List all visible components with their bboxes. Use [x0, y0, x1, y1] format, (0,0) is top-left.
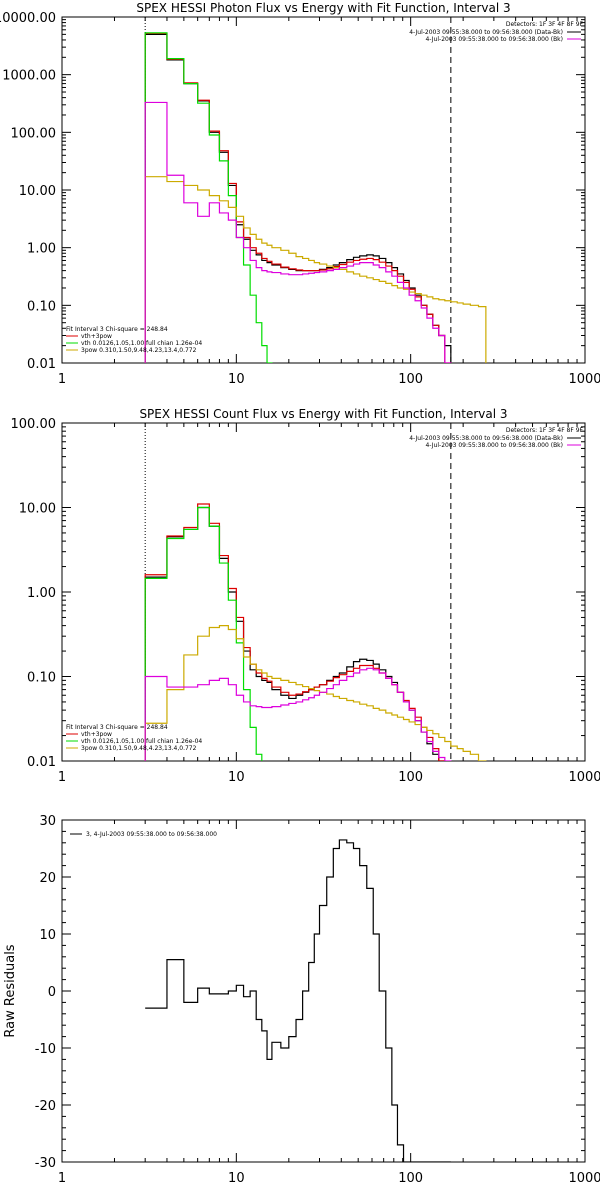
x-tick-label: 1	[58, 1171, 66, 1186]
y-tick-label: 1.00	[27, 586, 56, 601]
x-tick-label: 1000	[568, 770, 600, 785]
y-tick-label: 10.00	[19, 502, 56, 517]
y-tick-label: 0.01	[27, 755, 56, 770]
y-tick-label: 10	[39, 928, 56, 943]
fit-legend-label: 3pow 0.310,1.50,9.48,4.23,13.4,0.772	[81, 347, 197, 354]
fit-legend-header: Fit Interval 3 Chi-square = 248.84	[66, 724, 168, 731]
chart-title: SPEX HESSI Count Flux vs Energy with Fit…	[139, 407, 507, 421]
time-interval-label: 4-Jul-2003 09:55:38.000 to 09:56:38.000 …	[425, 36, 563, 43]
chart-1: SPEX HESSI Photon Flux vs Energy with Fi…	[0, 1, 600, 387]
series-bk	[144, 101, 452, 363]
x-tick-label: 10	[228, 770, 245, 785]
series-group	[144, 32, 487, 363]
plot-frame	[61, 819, 586, 1163]
y-tick-label: 0.10	[27, 671, 56, 686]
residual-legend-label: 3, 4-Jul-2003 09:55:38.000 to 09:56:38.0…	[86, 831, 217, 838]
y-tick-label: 10.00	[19, 184, 56, 199]
series-vth	[144, 32, 273, 363]
series-vth-3pow	[144, 32, 452, 363]
series-bk	[144, 667, 452, 761]
y-tick-label: -20	[35, 1099, 56, 1114]
x-tick-label: 10	[228, 1171, 245, 1186]
series-group	[144, 503, 487, 761]
series-group	[145, 839, 451, 1162]
y-tick-label: 100.00	[11, 417, 57, 432]
x-tick-label: 100	[398, 372, 423, 387]
y-tick-label: 0.01	[27, 357, 56, 372]
plot-frame	[61, 16, 586, 364]
y-tick-label: 30	[39, 814, 56, 829]
y-axis-label: Raw Residuals	[3, 944, 18, 1037]
y-tick-label: 100.00	[11, 126, 57, 141]
series-3pow	[144, 625, 487, 761]
x-tick-label: 1	[58, 372, 66, 387]
series-data-bk	[144, 506, 446, 761]
x-tick-label: 1000	[568, 1171, 600, 1186]
series-residuals	[145, 839, 451, 1162]
y-tick-label: 10000.00	[0, 11, 56, 26]
y-tick-label: 20	[39, 871, 56, 886]
x-tick-label: 10	[228, 372, 245, 387]
time-interval-label: 4-Jul-2003 09:55:38.000 to 09:56:38.000 …	[409, 29, 563, 36]
y-tick-label: 1000.00	[2, 69, 56, 84]
y-tick-label: 0.10	[27, 299, 56, 314]
x-tick-label: 1	[58, 770, 66, 785]
fit-legend-label: 3pow 0.310,1.50,9.48,4.23,13.4,0.772	[81, 745, 197, 752]
chart-2: SPEX HESSI Count Flux vs Energy with Fit…	[11, 407, 600, 785]
y-tick-label: 1.00	[27, 242, 56, 257]
y-tick-label: -30	[35, 1156, 56, 1171]
y-tick-label: 0	[48, 985, 56, 1000]
time-interval-label: 4-Jul-2003 09:55:38.000 to 09:56:38.000 …	[425, 442, 563, 449]
chart-3: 1 10 100 1000 -30 -20 -10 0 10 20 30 Raw Residuals 3…	[3, 814, 600, 1186]
fit-legend-header: Fit Interval 3 Chi-square = 248.84	[66, 326, 168, 333]
x-tick-label: 100	[398, 1171, 423, 1186]
plot-frame	[61, 422, 586, 762]
fit-legend-label: vth 0.0126,1.05,1.00 full chian 1.26e-04	[81, 340, 202, 347]
chart-title: SPEX HESSI Photon Flux vs Energy with Fi…	[136, 1, 510, 15]
series-vth	[144, 506, 263, 761]
series-vth-3pow	[144, 503, 446, 761]
fit-legend-label: vth+3pow	[81, 731, 112, 738]
detectors-label: Detectors: 1F 3F 4F 8F 9F	[506, 427, 584, 434]
fit-legend-label: vth 0.0126,1.05,1.00 full chian 1.26e-04	[81, 738, 202, 745]
x-tick-label: 100	[398, 770, 423, 785]
series-data-bk	[144, 33, 452, 363]
x-tick-label: 1000	[568, 372, 600, 387]
fit-legend-label: vth+3pow	[81, 333, 112, 340]
y-tick-label: -10	[35, 1042, 56, 1057]
time-interval-label: 4-Jul-2003 09:55:38.000 to 09:56:38.000 …	[409, 435, 563, 442]
detectors-label: Detectors: 1F 3F 4F 8F 9F	[506, 21, 584, 28]
